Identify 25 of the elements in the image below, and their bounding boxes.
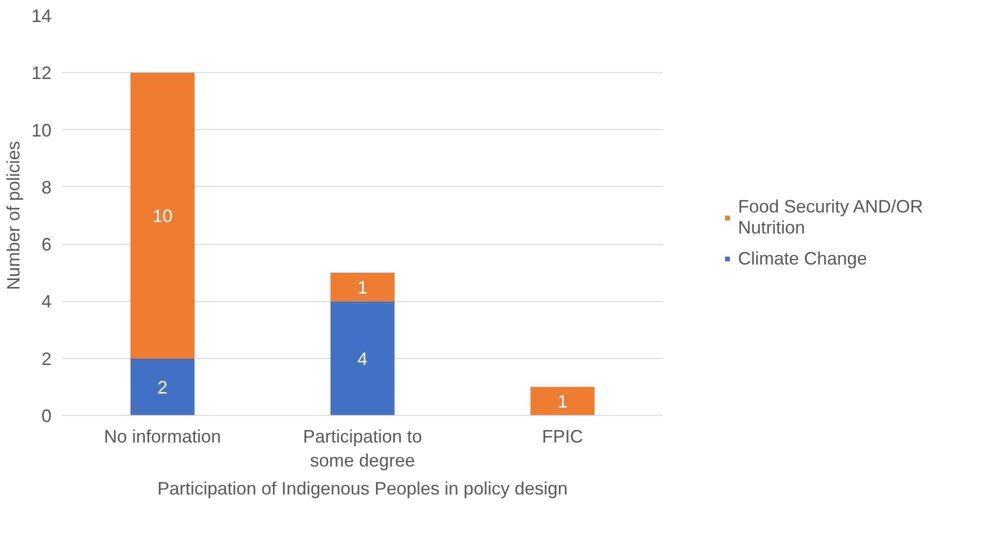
y-tick-label: 4 (41, 292, 52, 312)
y-axis-title: Number of policies (3, 140, 24, 290)
x-tick-label: No information (104, 426, 222, 446)
bar (130, 358, 194, 416)
x-tick-label: FPIC (542, 426, 584, 446)
y-tick-label: 0 (41, 406, 52, 426)
bar (130, 72, 194, 358)
bar (330, 272, 394, 302)
data-label: 2 (157, 377, 168, 398)
data-label: 4 (357, 348, 368, 369)
bar (530, 386, 594, 416)
y-tick-label: 12 (31, 63, 52, 84)
data-label: 1 (557, 392, 568, 412)
bar (330, 301, 394, 416)
legend-label: Climate Change (738, 248, 868, 269)
y-tick-label: 10 (31, 120, 52, 140)
legend-label: Food Security AND/OR Nutrition (738, 196, 924, 238)
x-tick-label: Participation to some degree (302, 426, 422, 470)
y-tick-label: 14 (31, 6, 52, 26)
y-tick-label: 2 (41, 348, 52, 369)
data-label: 1 (357, 277, 368, 298)
data-label: 10 (152, 206, 173, 226)
y-tick-label: 6 (41, 234, 52, 255)
y-tick-label: 8 (41, 177, 52, 198)
x-axis-title: Participation of Indigenous Peoples in policy design (157, 478, 568, 498)
